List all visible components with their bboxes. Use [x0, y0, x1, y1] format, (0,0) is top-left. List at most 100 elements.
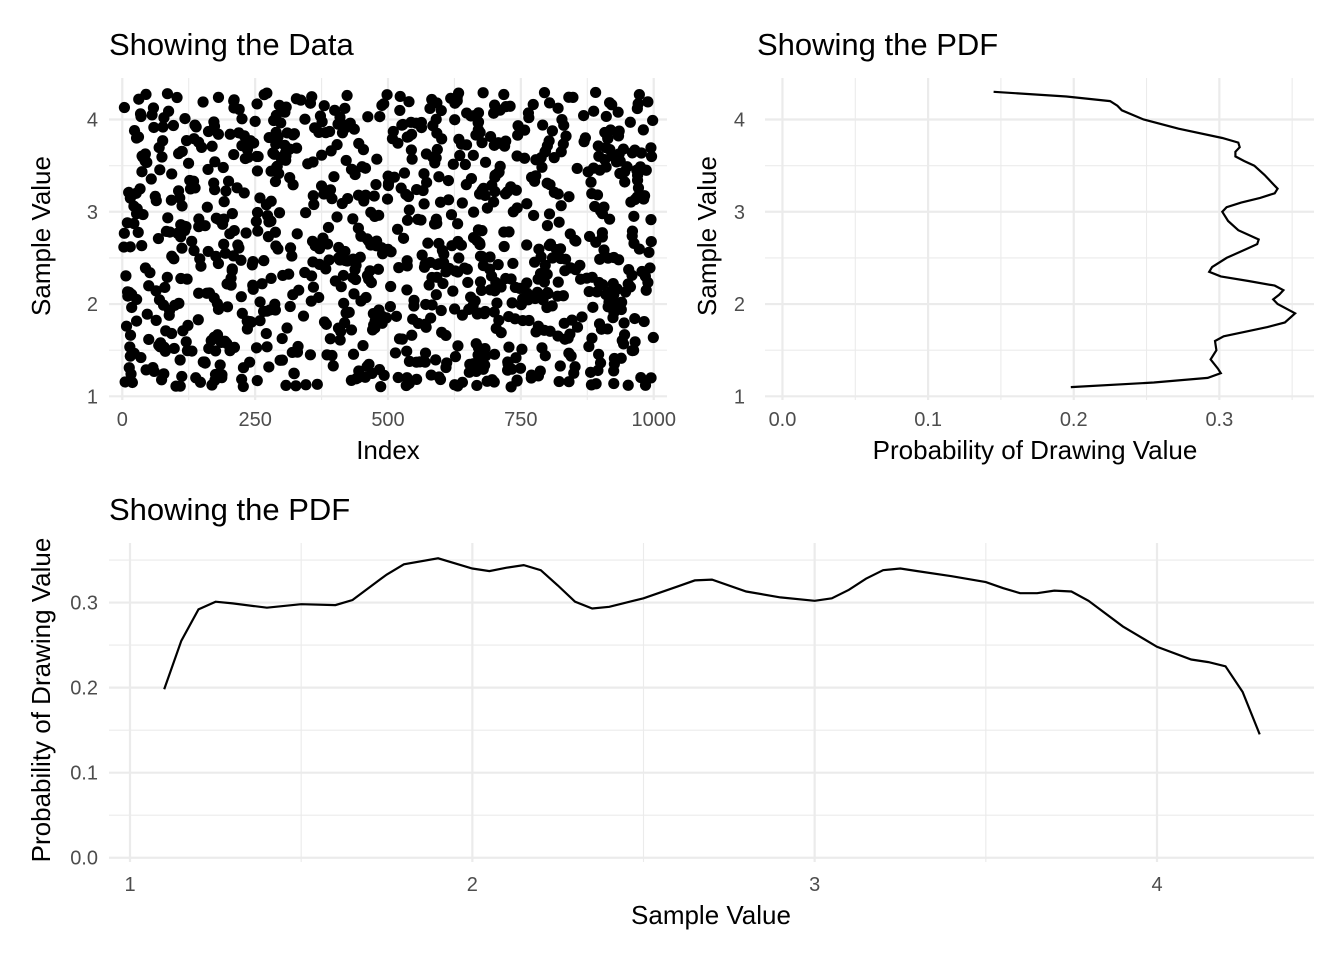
scatter-point — [433, 171, 445, 183]
scatter-point — [320, 263, 332, 275]
scatter-point — [154, 164, 166, 176]
scatter-point — [510, 184, 522, 196]
scatter-point — [182, 157, 195, 169]
scatter-point — [390, 310, 403, 322]
scatter-point — [159, 345, 171, 357]
scatter-point — [254, 315, 266, 327]
scatter-point — [590, 86, 602, 99]
scatter-point — [411, 183, 423, 196]
scatter-point — [214, 359, 226, 371]
scatter-point — [435, 304, 447, 317]
scatter-point — [161, 271, 173, 283]
scatter-point — [228, 102, 240, 114]
scatter-point — [586, 271, 598, 283]
scatter-point — [431, 143, 443, 156]
scatter-point — [357, 144, 370, 156]
scatter-point — [208, 116, 220, 128]
scatter-point — [406, 153, 418, 165]
scatter-point — [125, 368, 137, 380]
scatter-point — [544, 238, 557, 250]
scatter-point — [174, 354, 186, 366]
scatter-point — [452, 266, 464, 278]
scatter-point — [195, 141, 208, 153]
scatter-point — [403, 355, 416, 367]
scatter-x-tick-labels: 0 250 500 750 1000 — [117, 409, 676, 431]
scatter-point — [400, 188, 412, 200]
scatter-point — [583, 230, 596, 243]
scatter-point — [484, 130, 497, 143]
scatter-x-tick-label: 500 — [371, 409, 404, 431]
scatter-point — [401, 214, 414, 226]
scatter-point — [594, 253, 606, 265]
scatter-point — [553, 216, 565, 228]
scatter-point — [197, 356, 209, 368]
scatter-point — [528, 209, 540, 222]
scatter-point — [619, 176, 631, 188]
scatter-point — [176, 242, 188, 254]
scatter-point — [381, 89, 393, 101]
scatter-point — [124, 329, 137, 341]
scatter-point — [227, 250, 240, 262]
scatter-point — [224, 128, 236, 140]
scatter-point — [499, 188, 512, 200]
scatter-point — [186, 235, 198, 247]
scatter-point — [311, 378, 323, 390]
scatter-point — [375, 381, 387, 393]
scatter-point — [420, 321, 432, 333]
scatter-point — [484, 251, 496, 263]
scatter-point — [494, 104, 506, 116]
scatter-point — [442, 174, 455, 187]
scatter-point — [634, 161, 647, 173]
scatter-point — [595, 323, 608, 335]
scatter-point — [139, 148, 151, 160]
scatter-point — [452, 218, 464, 230]
scatter-point — [167, 119, 180, 132]
scatter-point — [449, 351, 462, 363]
scatter-point — [349, 168, 361, 181]
scatter-point — [300, 207, 312, 219]
scatter-point — [532, 273, 544, 285]
scatter-point — [552, 102, 564, 114]
scatter-point — [426, 271, 438, 284]
scatter-point — [401, 260, 413, 272]
scatter-point — [569, 234, 581, 246]
scatter-point — [284, 242, 297, 254]
scatter-point — [489, 171, 501, 183]
scatter-point — [431, 97, 443, 109]
scatter-point — [543, 135, 555, 147]
scatter-point — [250, 342, 263, 354]
scatter-point — [273, 207, 286, 219]
scatter-point — [347, 348, 360, 360]
scatter-point — [453, 252, 465, 264]
scatter-point — [495, 281, 507, 293]
scatter-point — [169, 299, 181, 311]
scatter-point — [338, 297, 350, 309]
scatter-point — [576, 311, 588, 323]
scatter-point — [541, 220, 554, 232]
scatter-point — [292, 340, 304, 353]
scatter-point — [318, 316, 331, 328]
scatter-point — [506, 363, 518, 375]
rotated-pdf-gridlines — [765, 78, 1314, 400]
scatter-point — [530, 154, 542, 166]
scatter-point — [604, 143, 616, 156]
scatter-point — [391, 223, 404, 235]
scatter-point — [571, 162, 583, 175]
scatter-point — [318, 100, 330, 112]
scatter-point — [251, 165, 264, 177]
scatter-panel: 0 250 500 750 1000 1 2 3 4 Showing the Data Ind… — [26, 27, 676, 465]
scatter-point — [340, 154, 352, 167]
scatter-point — [593, 150, 605, 162]
scatter-point — [280, 101, 292, 113]
scatter-point — [447, 285, 459, 297]
scatter-point — [484, 284, 496, 296]
scatter-point — [492, 259, 504, 271]
scatter-point — [290, 93, 303, 105]
scatter-point — [452, 340, 464, 352]
scatter-point — [254, 296, 266, 308]
scatter-point — [460, 179, 472, 191]
scatter-point — [275, 151, 287, 164]
scatter-point — [262, 231, 275, 243]
scatter-point — [563, 91, 575, 103]
scatter-point — [287, 129, 299, 141]
